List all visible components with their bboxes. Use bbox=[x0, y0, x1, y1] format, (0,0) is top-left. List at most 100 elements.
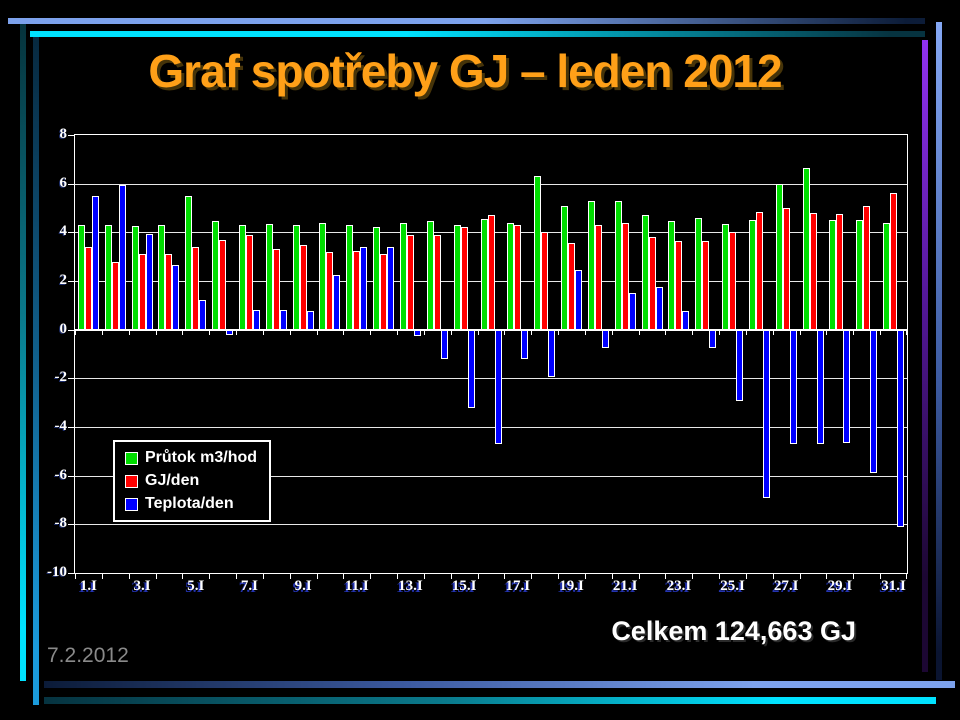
y-axis-label: -2 bbox=[54, 369, 68, 386]
bar-prutok-day19 bbox=[561, 205, 569, 330]
category-tick-zero bbox=[75, 329, 76, 335]
slide-date: 7.2.2012 bbox=[47, 644, 129, 667]
bar-gj-day2 bbox=[111, 261, 119, 330]
bar-teplota-day3 bbox=[145, 233, 153, 330]
bar-teplota-day24 bbox=[709, 329, 717, 348]
bar-prutok-day13 bbox=[399, 222, 407, 330]
bar-prutok-day11 bbox=[346, 225, 354, 330]
bar-prutok-day5 bbox=[185, 195, 193, 330]
bar-prutok-day6 bbox=[212, 221, 220, 330]
bar-prutok-day25 bbox=[722, 223, 730, 330]
y-axis-tick bbox=[68, 329, 75, 331]
bar-teplota-day23 bbox=[682, 311, 690, 330]
bar-teplota-day6 bbox=[226, 329, 234, 335]
frame-top-cyan-bar bbox=[30, 31, 925, 37]
category-tick-bottom bbox=[558, 573, 560, 579]
x-axis-label: 17.I bbox=[505, 578, 531, 594]
frame-left-blue-bar bbox=[33, 37, 39, 705]
x-axis-label: 19.I bbox=[559, 578, 584, 594]
bar-prutok-day8 bbox=[265, 223, 273, 330]
legend-swatch-blue bbox=[125, 497, 138, 511]
bar-gj-day8 bbox=[272, 249, 280, 330]
frame-left-cyan-bar bbox=[20, 24, 26, 681]
y-axis-tick bbox=[68, 232, 75, 234]
legend-label-teplota: Teplota/den bbox=[145, 495, 234, 512]
bar-teplota-day14 bbox=[440, 329, 448, 359]
legend-label-prutok: Průtok m3/hod bbox=[145, 449, 258, 466]
category-tick-bottom bbox=[531, 573, 533, 579]
bar-teplota-day27 bbox=[789, 329, 797, 445]
category-tick-bottom bbox=[665, 573, 667, 579]
legend-item-teplota: Teplota/den bbox=[125, 495, 257, 513]
category-tick-zero bbox=[289, 329, 291, 335]
bar-prutok-day27 bbox=[775, 183, 783, 330]
bar-prutok-day22 bbox=[641, 215, 649, 330]
bar-prutok-day31 bbox=[883, 222, 891, 330]
bar-gj-day21 bbox=[621, 222, 629, 330]
bar-gj-day6 bbox=[219, 239, 227, 330]
category-tick-zero bbox=[262, 329, 264, 335]
x-axis-label: 5.I bbox=[187, 578, 205, 594]
x-axis-label: 27.I bbox=[773, 578, 799, 594]
y-axis-tick bbox=[68, 378, 75, 380]
bar-teplota-day15 bbox=[467, 329, 475, 408]
category-tick-zero bbox=[692, 329, 694, 335]
category-tick-zero bbox=[128, 329, 130, 335]
y-axis-label: 2 bbox=[59, 272, 68, 288]
category-tick-bottom bbox=[638, 573, 640, 579]
bar-gj-day4 bbox=[165, 254, 173, 330]
bar-teplota-day9 bbox=[306, 311, 314, 330]
category-tick-bottom bbox=[75, 573, 76, 579]
category-tick-bottom bbox=[880, 573, 882, 579]
category-tick-bottom bbox=[853, 573, 855, 579]
category-tick-zero bbox=[799, 329, 801, 335]
chart-legend: Průtok m3/hod GJ/den Teplota/den bbox=[113, 440, 272, 522]
bar-gj-day28 bbox=[809, 212, 817, 330]
y-axis-tick bbox=[68, 427, 75, 428]
bar-gj-day29 bbox=[836, 214, 844, 330]
category-tick-zero bbox=[745, 329, 747, 335]
category-tick-bottom bbox=[262, 573, 264, 579]
legend-item-prutok: Průtok m3/hod bbox=[125, 449, 257, 467]
bar-teplota-day29 bbox=[843, 329, 851, 443]
x-axis-label: 1.I bbox=[79, 578, 97, 594]
bar-prutok-day30 bbox=[856, 220, 864, 330]
category-tick-bottom bbox=[504, 573, 506, 579]
bar-prutok-day3 bbox=[131, 226, 139, 330]
category-tick-zero bbox=[584, 329, 586, 335]
category-tick-bottom bbox=[155, 573, 157, 579]
x-axis-label: 23.I bbox=[666, 578, 692, 594]
category-tick-bottom bbox=[397, 573, 399, 579]
bar-teplota-day5 bbox=[199, 300, 207, 330]
category-tick-bottom bbox=[772, 573, 774, 579]
legend-label-gj: GJ/den bbox=[145, 472, 200, 489]
category-tick-bottom bbox=[370, 573, 372, 579]
bar-gj-day11 bbox=[353, 250, 361, 330]
bar-gj-day26 bbox=[755, 211, 763, 330]
category-tick-zero bbox=[370, 329, 372, 335]
bar-gj-day5 bbox=[192, 246, 200, 330]
y-axis-tick bbox=[68, 281, 75, 282]
x-axis-label: 11.I bbox=[344, 578, 369, 594]
x-axis-label: 3.I bbox=[133, 578, 151, 594]
y-axis-label: 6 bbox=[59, 174, 68, 191]
bar-prutok-day7 bbox=[238, 225, 246, 330]
bar-gj-day27 bbox=[782, 208, 790, 330]
y-axis-label: 0 bbox=[59, 320, 68, 337]
bar-gj-day16 bbox=[487, 215, 495, 330]
bar-gj-day10 bbox=[326, 251, 334, 330]
bar-prutok-day20 bbox=[587, 200, 595, 330]
frame-bottom-blue-bar bbox=[44, 681, 955, 688]
y-axis-label: -10 bbox=[47, 564, 67, 580]
bar-teplota-day4 bbox=[172, 265, 180, 330]
bar-prutok-day26 bbox=[748, 220, 756, 330]
bar-prutok-day15 bbox=[453, 225, 461, 330]
category-tick-bottom bbox=[692, 573, 694, 579]
legend-swatch-red bbox=[125, 474, 138, 488]
bar-prutok-day18 bbox=[534, 176, 542, 330]
bar-gj-day13 bbox=[406, 234, 414, 330]
bar-gj-day19 bbox=[568, 243, 576, 330]
bar-gj-day20 bbox=[594, 225, 602, 330]
category-tick-zero bbox=[209, 329, 211, 335]
frame-bottom-cyan-bar bbox=[44, 697, 936, 704]
